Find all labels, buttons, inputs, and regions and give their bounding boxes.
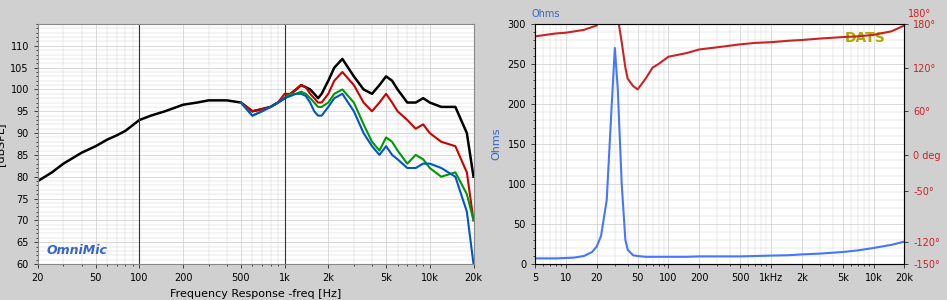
X-axis label: Frequency Response -freq [Hz]: Frequency Response -freq [Hz] [170, 289, 341, 298]
Text: DATS: DATS [845, 31, 886, 45]
Text: 180°: 180° [908, 9, 931, 19]
Text: OmniMic: OmniMic [46, 244, 107, 257]
Y-axis label: [dBSPL]: [dBSPL] [0, 122, 5, 166]
Text: Ohms: Ohms [531, 9, 560, 19]
Y-axis label: Ohms: Ohms [491, 128, 502, 160]
